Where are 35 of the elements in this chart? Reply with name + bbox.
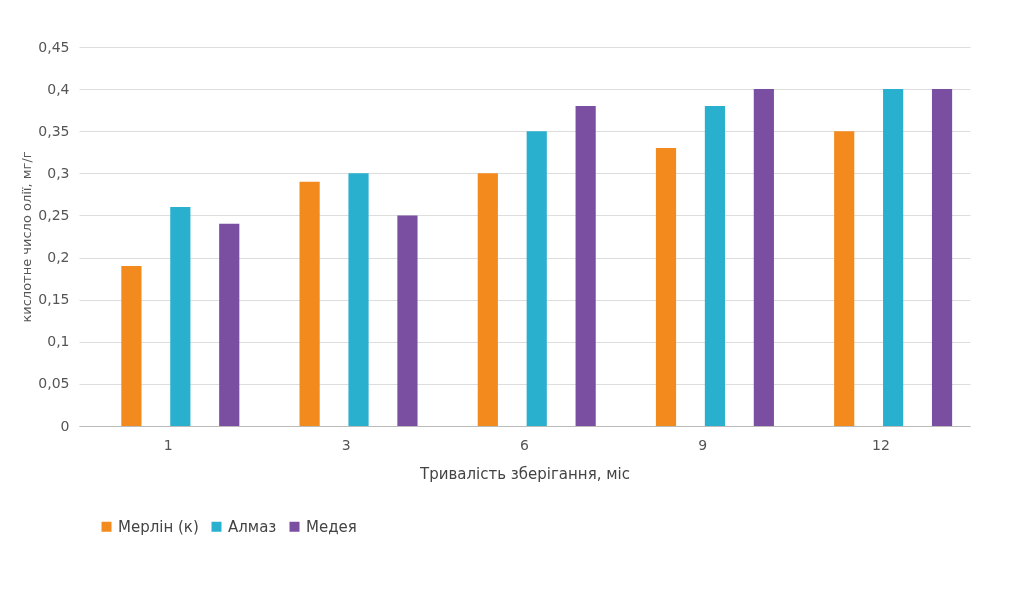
bar bbox=[477, 173, 498, 426]
bar bbox=[931, 89, 953, 426]
x-tick-label: 3 bbox=[341, 436, 351, 453]
bar bbox=[834, 131, 855, 426]
bar bbox=[575, 105, 596, 426]
y-tick-label: 0,1 bbox=[47, 333, 70, 350]
y-tick-label: 0,35 bbox=[38, 122, 70, 139]
bar bbox=[526, 131, 547, 426]
x-tick-label: 6 bbox=[520, 436, 530, 453]
x-tick-label: 1 bbox=[163, 436, 173, 453]
y-tick-label: 0,4 bbox=[47, 80, 70, 97]
bar bbox=[753, 89, 774, 426]
bar bbox=[299, 181, 320, 426]
legend-label: Медея bbox=[306, 517, 357, 536]
y-tick-label: 0,05 bbox=[38, 375, 70, 392]
bar bbox=[883, 89, 904, 426]
bar bbox=[348, 173, 369, 426]
bar bbox=[170, 207, 191, 426]
x-axis-title: Тривалість зберігання, міс bbox=[419, 464, 630, 483]
bar bbox=[397, 215, 418, 426]
bar bbox=[704, 105, 726, 426]
bar bbox=[655, 148, 677, 426]
y-tick-label: 0 bbox=[60, 417, 70, 434]
y-tick-label: 0,3 bbox=[47, 164, 70, 181]
y-tick-label: 0,25 bbox=[38, 206, 70, 223]
legend-label: Алмаз bbox=[228, 517, 277, 536]
bar bbox=[121, 265, 142, 426]
legend-label: Мерлін (к) bbox=[118, 517, 199, 536]
y-tick-label: 0,45 bbox=[38, 38, 70, 55]
bar bbox=[219, 223, 240, 426]
x-tick-label: 9 bbox=[698, 436, 708, 453]
y-tick-label: 0,15 bbox=[38, 291, 70, 308]
y-tick-label: 0,2 bbox=[47, 249, 70, 266]
y-axis-title: кислотне число олії, мг/г bbox=[19, 151, 35, 323]
x-tick-label: 12 bbox=[871, 436, 890, 453]
